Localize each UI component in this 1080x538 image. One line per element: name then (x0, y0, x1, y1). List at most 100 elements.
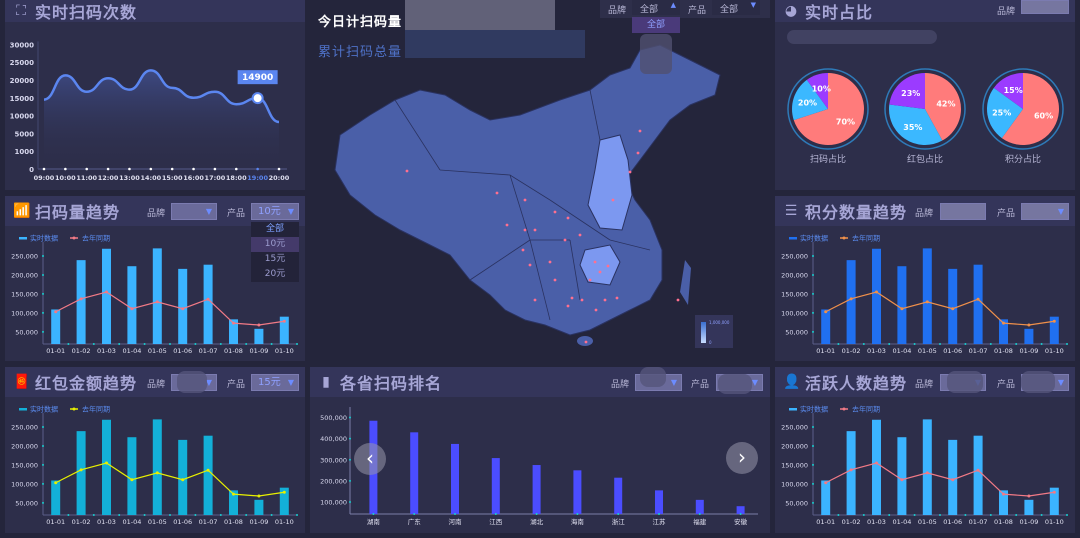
bar (1024, 328, 1034, 344)
x-tick-label: 江苏 (653, 517, 667, 526)
x-tick-label: 09:00 (34, 174, 55, 182)
y-tick-label: 250,000 (781, 423, 808, 431)
map-legend: 1,000,000 0 (695, 315, 733, 348)
map-data-point (611, 198, 615, 202)
y-tick-label: 300,000 (320, 456, 347, 464)
dropdown-option[interactable]: 全部 (646, 20, 665, 30)
y-tick-dot (42, 501, 44, 504)
bar (203, 264, 213, 344)
bar (999, 490, 1008, 515)
dropdown-option[interactable]: 10元 (251, 237, 299, 252)
brand-select[interactable]: 全部 ▲ (632, 0, 680, 15)
pie-slice (889, 104, 943, 146)
map-data-point (603, 298, 607, 302)
x-tick-label: 11:00 (76, 174, 97, 182)
legend-label: 实时数据 (800, 234, 828, 243)
product-select[interactable]: ▼ (1021, 203, 1069, 220)
pie-icon: ◕ (784, 3, 798, 19)
x-tick-dot (128, 167, 131, 171)
redacted-value (177, 371, 207, 393)
product-label: 产品 (997, 209, 1016, 219)
dropdown-option[interactable]: 20元 (264, 269, 286, 279)
next-button[interactable]: › (726, 442, 758, 474)
dropdown-option[interactable]: 15元 (264, 254, 286, 264)
legend-swatch-bar (789, 237, 797, 240)
brand-select[interactable]: ▼ (171, 203, 217, 220)
bar (872, 248, 881, 344)
x-tick-label: 广东 (408, 517, 422, 526)
x-tick-dot (92, 514, 95, 516)
pie-slice (993, 73, 1023, 109)
bar (1049, 487, 1059, 515)
panel-header: ▮ 各省扫码排名 (310, 367, 770, 397)
x-tick-label: 20:00 (269, 174, 290, 182)
line-point (105, 461, 108, 465)
line-point (181, 478, 185, 482)
ratio-pie-charts: 70% 20% 10% 扫码占比 42% 35% 23% 红包占比 60% 25% 15% 积分占比 (787, 68, 1064, 165)
chevron-up-icon: ▲ (670, 1, 676, 9)
china-map[interactable] (310, 0, 770, 362)
x-tick-dot (245, 514, 248, 516)
legend-swatch-bar (789, 408, 797, 411)
map-area: 今日计扫码量 累计扫码总量 品牌 全部 ▲ 产品 全部 ▼ 全部 1,000,000… (310, 0, 770, 362)
y-tick-dot (812, 273, 814, 276)
x-tick-label: 01-09 (1019, 347, 1038, 355)
map-data-point (553, 210, 557, 214)
line-point (1027, 494, 1031, 498)
x-tick-dot (1040, 514, 1043, 516)
map-data-point (521, 248, 525, 252)
map-data-point (533, 228, 537, 232)
x-tick-dot (1066, 514, 1068, 516)
y-tick-label: 10000 (10, 113, 34, 121)
comparison-line (825, 462, 1055, 497)
x-tick-label: 01-10 (275, 347, 294, 355)
x-tick-label: 01-04 (892, 518, 911, 526)
legend-swatch-bar (19, 237, 27, 240)
bar (821, 309, 831, 344)
y-tick-dot (812, 254, 814, 257)
bar (1024, 499, 1034, 515)
pie-slice (889, 73, 925, 109)
bar (51, 309, 61, 344)
map-taiwan (680, 260, 691, 305)
x-tick-dot (989, 343, 992, 345)
x-tick-label: 福建 (693, 517, 707, 526)
x-tick-label: 01-08 (994, 518, 1013, 526)
legend-min: 0 (709, 340, 712, 345)
legend-label: 实时数据 (30, 234, 58, 243)
product-label: 产品 (227, 380, 246, 390)
scan-trend-chart: 实时数据 去年同期 50,000 100,000 150,000 200,000 250,0… (11, 234, 298, 355)
x-tick-label: 01-10 (1045, 347, 1064, 355)
x-tick-label: 01-08 (994, 347, 1013, 355)
x-tick-label: 01-02 (842, 347, 861, 355)
series-line (43, 69, 280, 124)
y-tick-dot (349, 437, 351, 440)
brand-select[interactable] (940, 203, 986, 220)
y-tick-label: 200,000 (320, 477, 347, 485)
x-tick-label: 01-10 (1045, 518, 1064, 526)
bar (695, 499, 704, 514)
y-tick-dot (42, 254, 44, 257)
product-select[interactable]: 全部 ▼ (712, 0, 760, 15)
product-label: 产品 (688, 6, 707, 16)
x-tick-label: 01-08 (224, 518, 243, 526)
bar (410, 432, 419, 514)
product-select[interactable]: 15元 ▼ (251, 374, 299, 391)
dropdown-option[interactable]: 全部 (265, 224, 284, 234)
chevron-down-icon: ▼ (1057, 378, 1064, 387)
line-point (232, 492, 235, 496)
brand-select[interactable] (1021, 0, 1069, 14)
y-tick-label: 150,000 (11, 290, 38, 298)
prev-button[interactable]: ‹ (354, 443, 386, 475)
product-select[interactable]: 10元 ▼ (251, 203, 299, 220)
line-point (206, 297, 210, 301)
bar-chart-icon: 📶 (13, 203, 31, 219)
legend-label: 实时数据 (800, 405, 828, 414)
bar (999, 319, 1008, 344)
chevron-left-icon: ‹ (366, 446, 374, 470)
x-tick-label: 01-07 (969, 347, 988, 355)
x-tick-dot (739, 513, 742, 515)
x-tick-label: 12:00 (98, 174, 119, 182)
x-tick-label: 01-01 (46, 518, 65, 526)
